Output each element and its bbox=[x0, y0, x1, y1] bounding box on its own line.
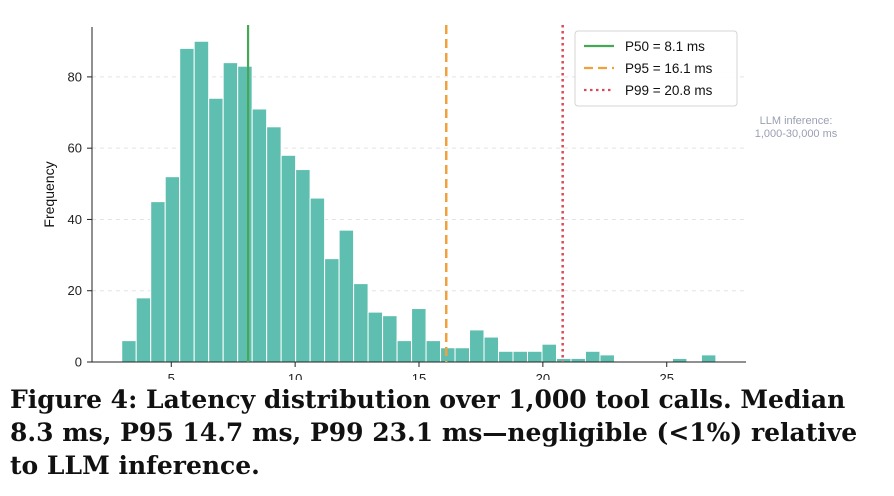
llm-inference-annotation: LLM inference:1,000-30,000 ms bbox=[755, 115, 838, 140]
histogram-bar bbox=[483, 336, 500, 363]
percentile-lines bbox=[246, 25, 564, 362]
histogram-bar bbox=[251, 108, 268, 363]
histogram-bar bbox=[541, 343, 557, 363]
x-tick-label: 15 bbox=[412, 371, 426, 380]
histogram-bar bbox=[527, 350, 543, 363]
histogram-bar bbox=[498, 350, 514, 363]
histogram-bars bbox=[121, 40, 717, 363]
histogram-bar bbox=[324, 258, 340, 363]
x-tick-label: 25 bbox=[659, 371, 673, 380]
y-tick-label: 20 bbox=[68, 283, 82, 298]
histogram-bar bbox=[454, 347, 471, 363]
x-tick-label: 5 bbox=[168, 371, 175, 380]
latency-histogram: 5 10 15 20 25 0 20 40 60 80 Interaction Latency (… bbox=[41, 25, 838, 380]
histogram-bar bbox=[584, 350, 601, 363]
histogram-bar bbox=[382, 315, 398, 363]
y-tick-label: 0 bbox=[75, 355, 82, 370]
legend-label: P95 = 16.1 ms bbox=[625, 61, 713, 76]
histogram-bar bbox=[309, 197, 326, 363]
x-tick-label: 20 bbox=[536, 371, 550, 380]
axis-labels: Interaction Latency (ms)Frequency bbox=[41, 161, 57, 227]
tick-labels: 5 10 15 20 25 0 20 40 60 80 bbox=[68, 69, 674, 380]
histogram-bar bbox=[396, 340, 413, 363]
legend-label: P50 = 8.1 ms bbox=[625, 39, 705, 54]
histogram-bar bbox=[367, 311, 384, 363]
y-tick-label: 60 bbox=[68, 141, 82, 156]
histogram-bar bbox=[295, 169, 311, 363]
legend: P50 = 8.1 ms P95 = 16.1 ms P99 = 20.8 ms bbox=[574, 30, 738, 107]
histogram-bar bbox=[425, 340, 442, 363]
histogram-bar bbox=[671, 357, 688, 363]
figure-caption: Figure 4: Latency distribution over 1,00… bbox=[10, 385, 858, 480]
legend-box bbox=[574, 30, 738, 107]
histogram-bar bbox=[338, 229, 355, 363]
histogram-bar bbox=[353, 283, 369, 363]
histogram-bar bbox=[222, 62, 239, 363]
histogram-bar bbox=[150, 201, 166, 363]
histogram-bar bbox=[266, 126, 282, 363]
y-tick-label: 40 bbox=[68, 212, 82, 227]
histogram-bar bbox=[411, 308, 427, 363]
histogram-bar bbox=[208, 97, 224, 363]
histogram-bar bbox=[512, 350, 529, 363]
annotation-line: 1,000-30,000 ms bbox=[755, 128, 838, 140]
histogram-bar bbox=[135, 297, 152, 363]
y-axis-label: Frequency bbox=[41, 161, 57, 227]
histogram-bar bbox=[164, 176, 181, 363]
histogram-bar bbox=[237, 65, 253, 363]
histogram-bar bbox=[179, 47, 195, 363]
legend-label: P99 = 20.8 ms bbox=[625, 83, 713, 98]
histogram-bar bbox=[599, 354, 615, 363]
histogram-bar bbox=[280, 154, 297, 363]
y-tick-label: 80 bbox=[68, 69, 82, 84]
histogram-bar bbox=[469, 329, 485, 363]
histogram-bar bbox=[570, 357, 586, 363]
annotation-line: LLM inference: bbox=[760, 115, 833, 127]
histogram-bar bbox=[193, 40, 210, 363]
histogram-bar bbox=[121, 340, 137, 363]
histogram-bar bbox=[700, 354, 717, 363]
x-tick-label: 10 bbox=[288, 371, 302, 380]
histogram-bar bbox=[440, 347, 456, 363]
